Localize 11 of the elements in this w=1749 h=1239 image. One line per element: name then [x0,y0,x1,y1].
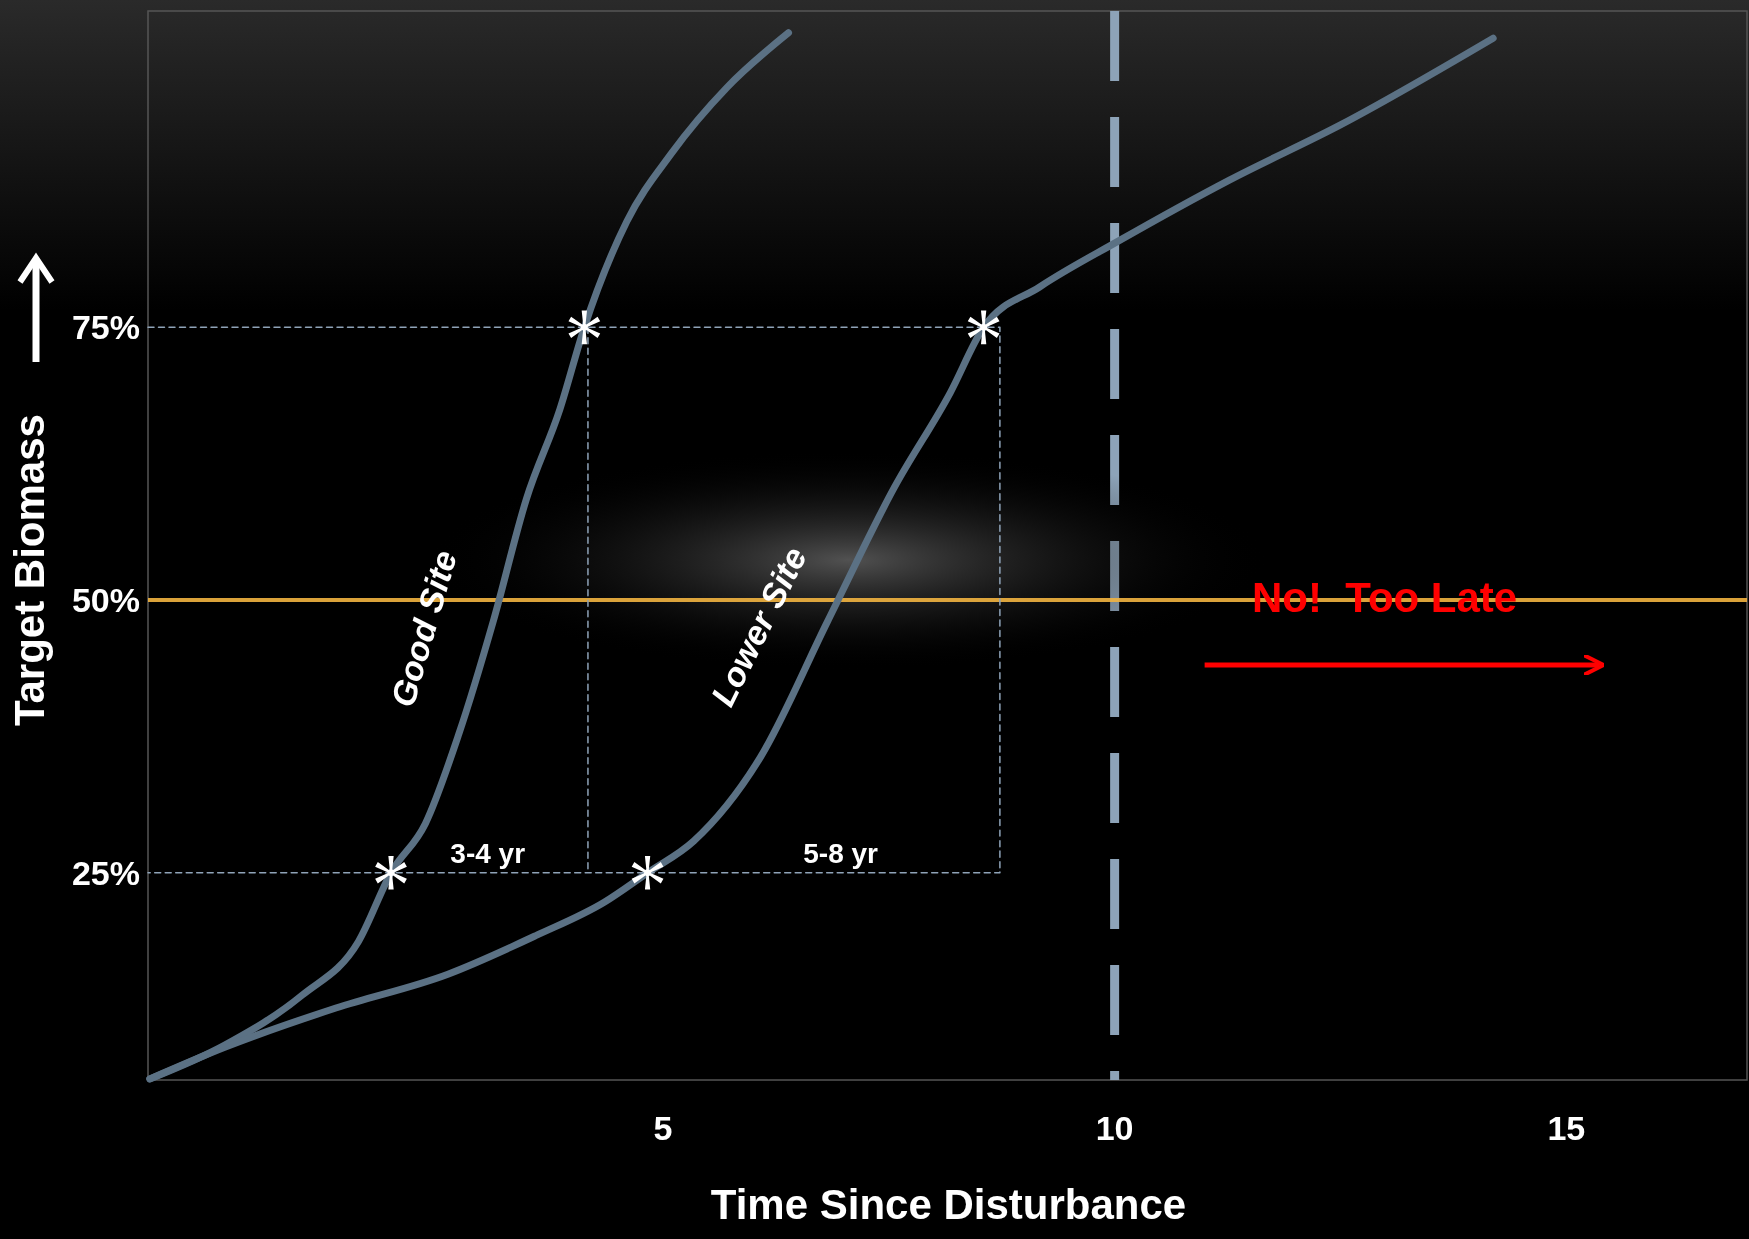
annotation: 3-4 yr [450,837,526,869]
x-tick-label: 10 [1095,1109,1134,1147]
y-tick-label: 50% [71,581,140,620]
x-axis-title: Time Since Disturbance [710,1181,1187,1228]
y-axis-title: Target Biomass [6,414,53,727]
x-tick-label: 15 [1547,1109,1586,1147]
x-tick-label: 5 [653,1109,673,1147]
annotation: 5-8 yr [803,837,879,869]
y-tick-label: 25% [71,853,140,892]
text: Good Site [383,546,465,711]
y-tick-label: 75% [71,308,140,347]
